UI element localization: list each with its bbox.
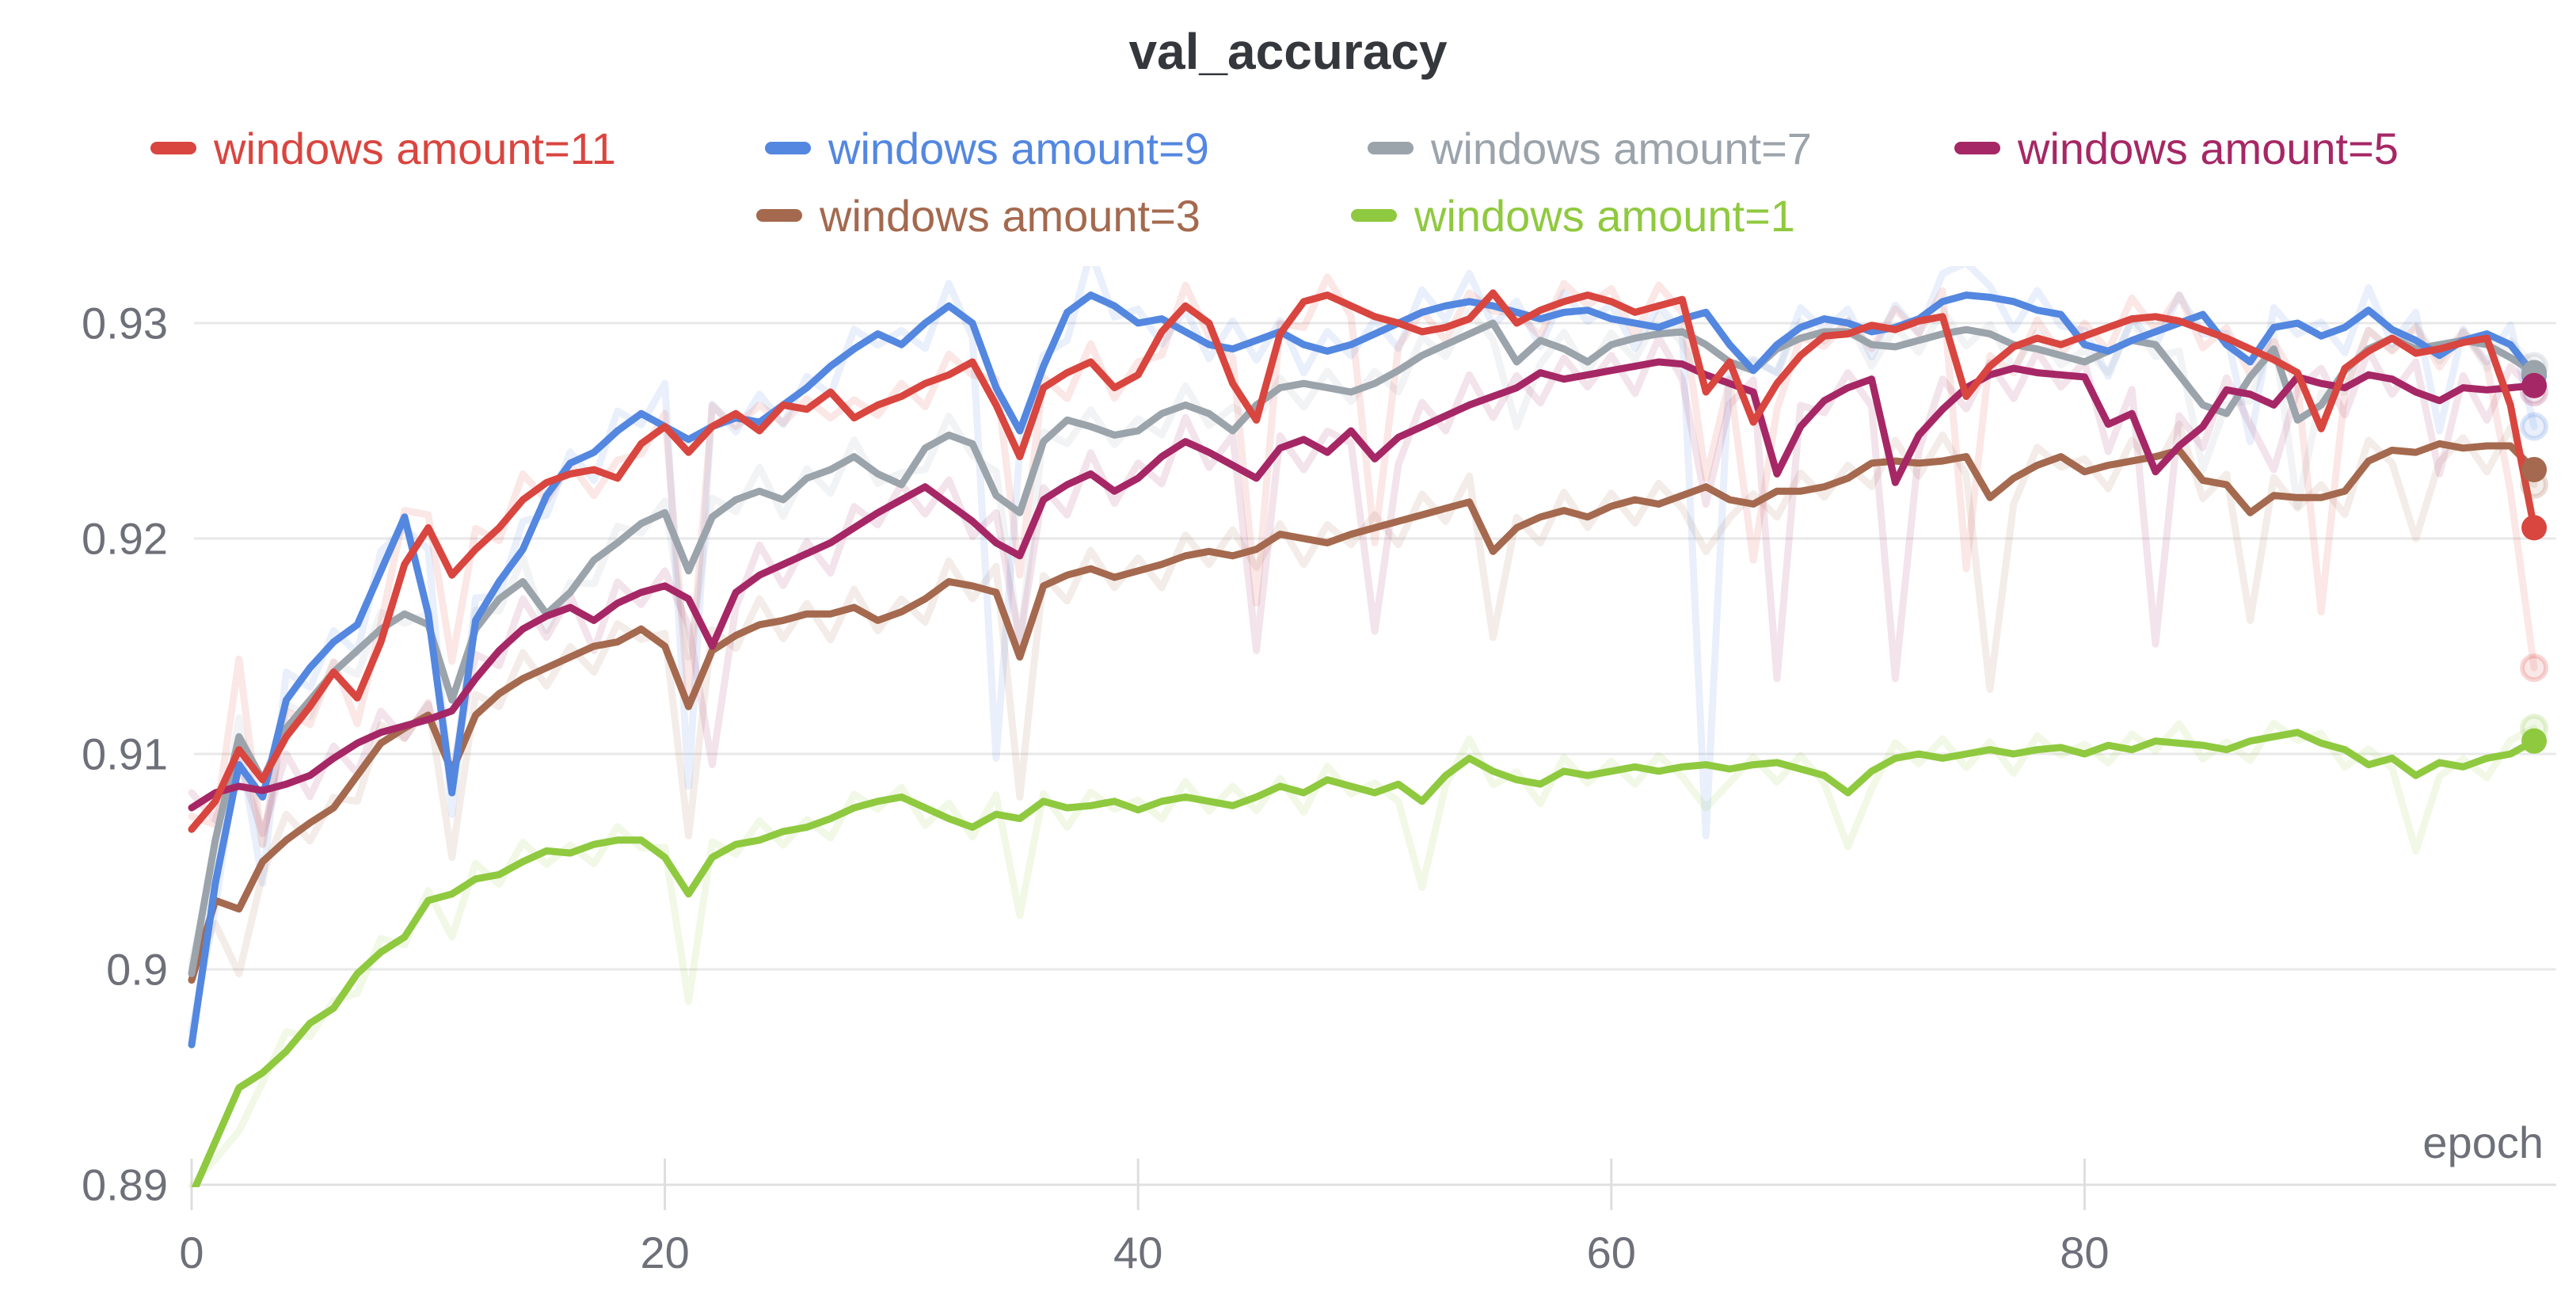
legend-item[interactable]: windows amount=5 — [1954, 123, 2399, 173]
legend-marker-icon — [150, 142, 196, 154]
legend-marker-icon — [756, 209, 802, 222]
x-tick-label: 60 — [1587, 1228, 1636, 1277]
y-tick-label: 0.89 — [82, 1160, 168, 1210]
legend-item[interactable]: windows amount=7 — [1368, 123, 1812, 173]
series-line[interactable] — [188, 358, 2538, 812]
x-tick-label: 0 — [179, 1228, 204, 1277]
endpoint-dot[interactable] — [2521, 456, 2547, 482]
raw-series-line[interactable] — [188, 334, 2538, 838]
legend-label: windows amount=1 — [1414, 190, 1795, 241]
series-line[interactable] — [188, 319, 2538, 977]
x-tick-label: 20 — [640, 1228, 689, 1277]
legend-label: windows amount=7 — [1431, 123, 1812, 173]
y-tick-label: 0.91 — [82, 729, 168, 779]
raw-endpoint-dot — [2520, 412, 2549, 441]
raw-endpoint-dot — [2520, 653, 2549, 683]
endpoint-dot[interactable] — [2521, 515, 2547, 541]
endpoint-dot[interactable] — [2521, 372, 2547, 398]
series-line[interactable] — [188, 291, 2538, 1049]
x-axis-label: epoch — [2422, 1117, 2544, 1167]
legend-item[interactable]: windows amount=3 — [756, 190, 1200, 241]
series-line[interactable] — [188, 289, 2538, 833]
legend-marker-icon — [765, 142, 811, 154]
legend-item[interactable]: windows amount=11 — [150, 123, 616, 173]
legend-label: windows amount=5 — [2018, 123, 2399, 173]
legend-marker-icon — [1368, 142, 1414, 154]
endpoint-dot[interactable] — [2521, 728, 2547, 754]
x-tick-label: 40 — [1113, 1228, 1162, 1277]
raw-series-line[interactable] — [188, 273, 2538, 848]
series-line[interactable] — [188, 440, 2538, 984]
legend-item[interactable]: windows amount=1 — [1351, 190, 1795, 241]
legend-label: windows amount=3 — [820, 190, 1200, 241]
legend-item[interactable]: windows amount=9 — [765, 123, 1209, 173]
y-tick-label: 0.9 — [106, 945, 168, 995]
chart-title: val_accuracy — [1128, 23, 1448, 80]
y-tick-label: 0.93 — [82, 299, 168, 348]
legend-marker-icon — [1351, 209, 1397, 222]
y-tick-label: 0.92 — [82, 514, 168, 564]
series-line[interactable] — [191, 729, 2538, 1196]
legend-marker-icon — [1954, 142, 2000, 154]
legend-label: windows amount=9 — [828, 123, 1209, 173]
x-tick-label: 80 — [2060, 1228, 2109, 1277]
legend-label: windows amount=11 — [214, 123, 616, 173]
